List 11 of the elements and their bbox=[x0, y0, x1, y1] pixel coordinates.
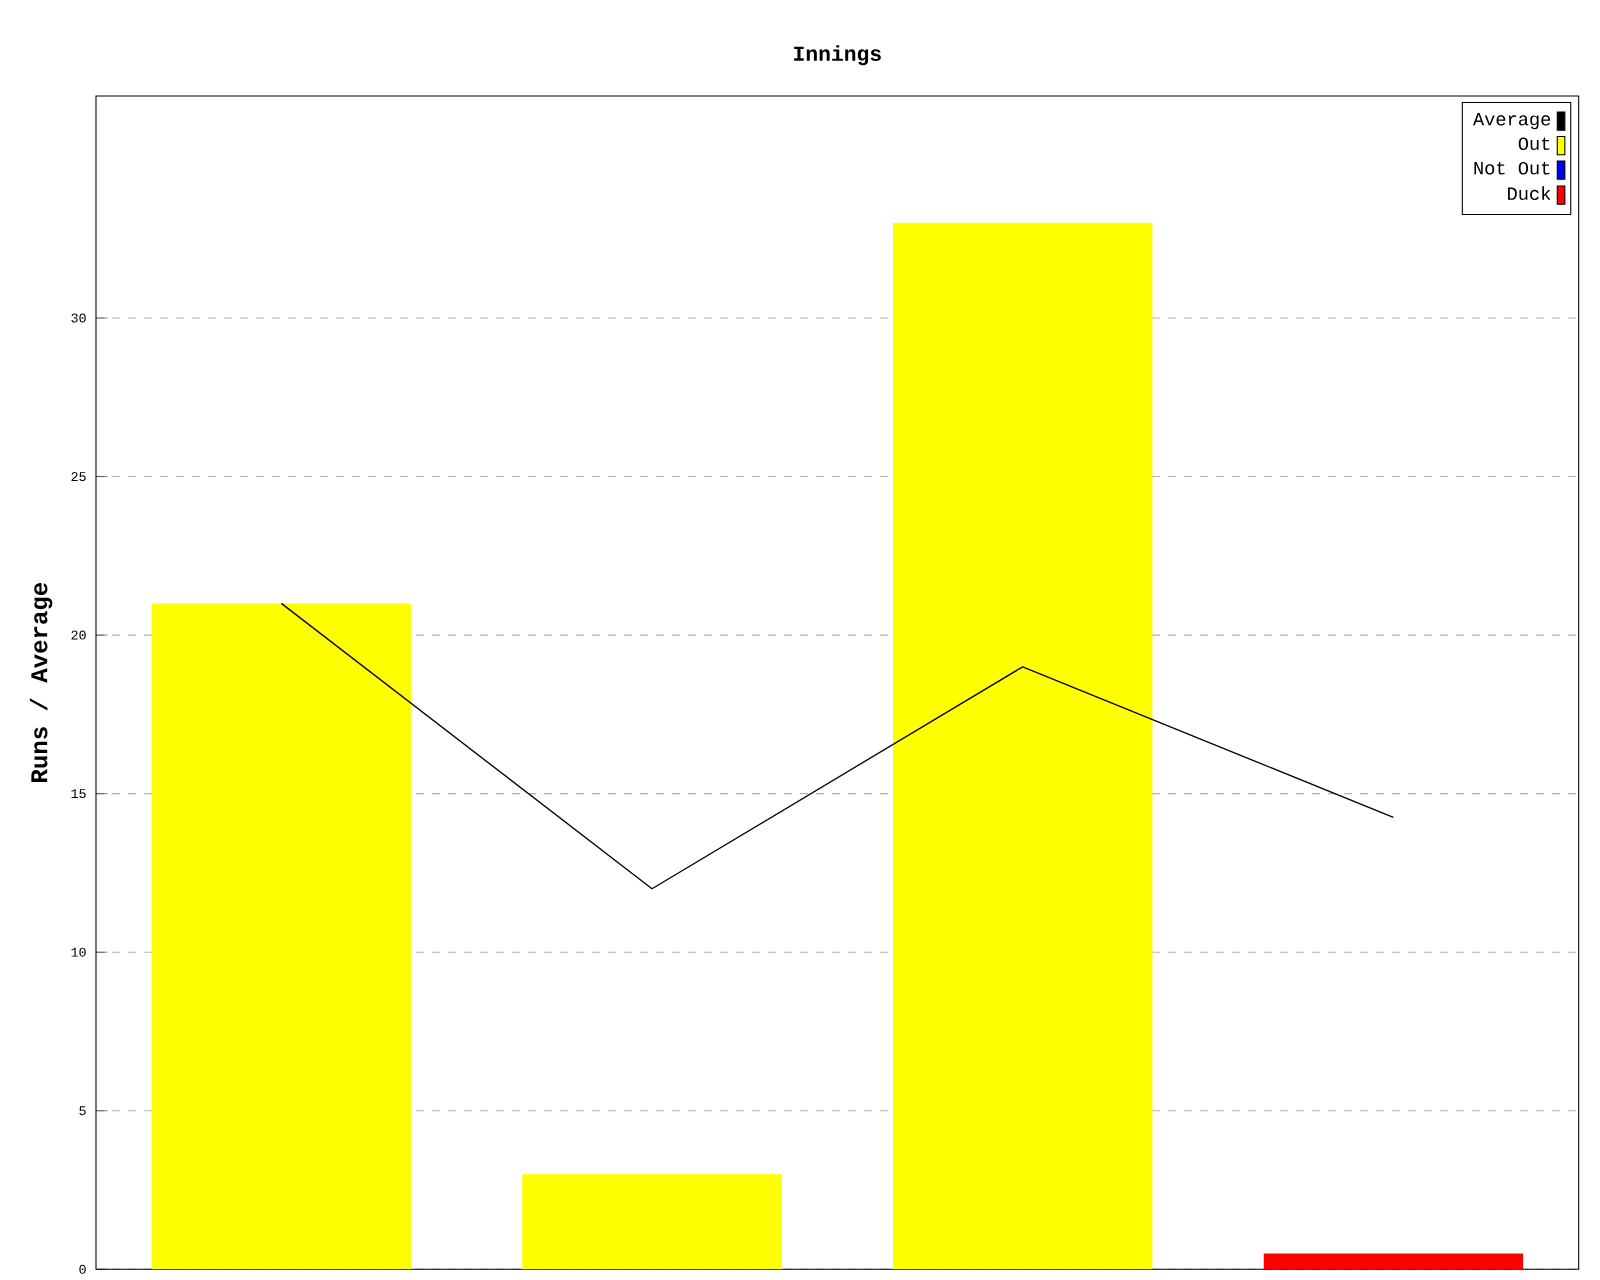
y-axis-title: Runs / Average bbox=[29, 583, 53, 782]
chart-title: Innings bbox=[794, 45, 881, 66]
bar bbox=[151, 603, 412, 1270]
legend-label: Not Out bbox=[1474, 161, 1550, 175]
bar bbox=[522, 1174, 782, 1270]
bar bbox=[1263, 1253, 1524, 1270]
legend-label: Average bbox=[1472, 113, 1551, 130]
bar bbox=[892, 222, 1153, 1270]
legend-label: Out bbox=[1518, 137, 1550, 151]
legend-label: Duck bbox=[1508, 186, 1551, 201]
line-series bbox=[280, 602, 1395, 890]
